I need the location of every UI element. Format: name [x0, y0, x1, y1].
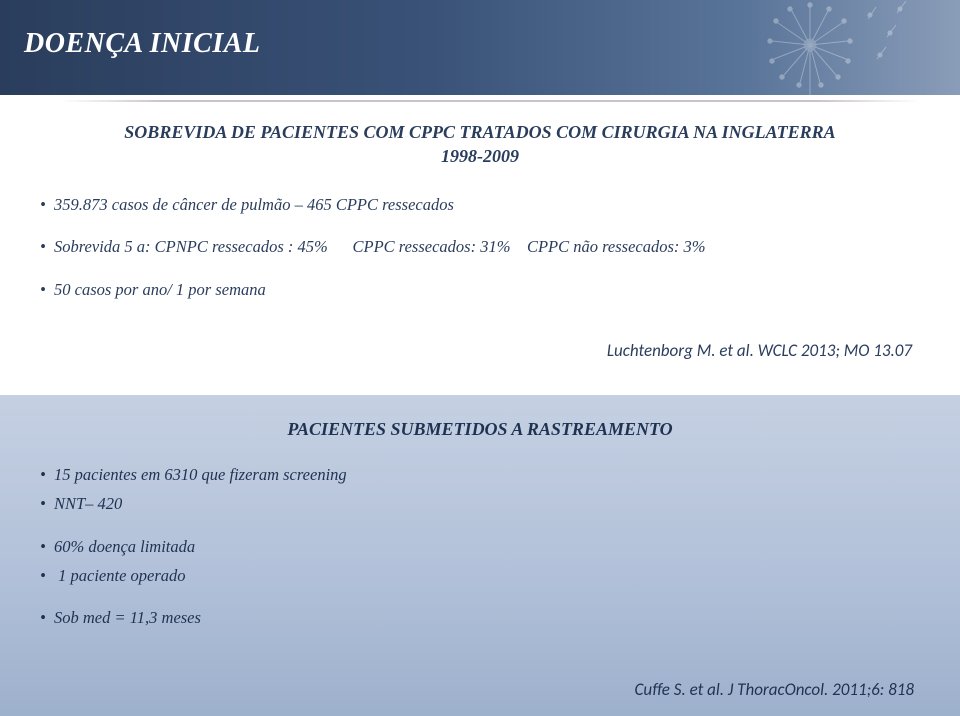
bullet-text: Sob med = 11,3 meses: [54, 608, 201, 627]
bullet-text: 359.873 casos de câncer de pulmão – 465 …: [54, 195, 454, 214]
header-band: DOENÇA INICIAL: [0, 0, 960, 95]
bottom-panel-title: PACIENTES SUBMETIDOS A RASTREAMENTO: [40, 417, 920, 441]
citation-top: Luchtenborg M. et al. WCLC 2013; MO 13.0…: [607, 340, 912, 361]
content-area: SOBREVIDA DE PACIENTES COM CPPC TRATADOS…: [0, 100, 960, 716]
title-line2: 1998-2009: [441, 146, 519, 166]
bullet-text: Sobrevida 5 a: CPNPC ressecados : 45% CP…: [54, 237, 706, 256]
bullet-item: •15 pacientes em 6310 que fizeram screen…: [40, 463, 920, 488]
bullet-text: NNT– 420: [54, 494, 122, 513]
bullet-text: 15 pacientes em 6310 que fizeram screeni…: [54, 465, 347, 484]
bullet-item: •50 casos por ano/ 1 por semana: [40, 278, 920, 303]
bullet-item: •Sob med = 11,3 meses: [40, 606, 920, 631]
title-line1: SOBREVIDA DE PACIENTES COM CPPC TRATADOS…: [124, 122, 835, 142]
bullet-item: • 1 paciente operado: [40, 564, 920, 589]
bullet-text: 50 casos por ano/ 1 por semana: [54, 280, 266, 299]
bullet-item: •NNT– 420: [40, 492, 920, 517]
bullet-item: •359.873 casos de câncer de pulmão – 465…: [40, 193, 920, 218]
section-title: DOENÇA INICIAL: [24, 28, 261, 60]
bullet-text: 1 paciente operado: [54, 566, 186, 585]
top-panel: SOBREVIDA DE PACIENTES COM CPPC TRATADOS…: [0, 100, 960, 375]
bullet-item: •60% doença limitada: [40, 535, 920, 560]
slide: DOENÇA INICIAL SOBREVIDA DE PACIENTES CO…: [0, 0, 960, 716]
bullet-text: 60% doença limitada: [54, 537, 195, 556]
bullet-item: •Sobrevida 5 a: CPNPC ressecados : 45% C…: [40, 235, 920, 260]
bottom-panel: PACIENTES SUBMETIDOS A RASTREAMENTO •15 …: [0, 395, 960, 716]
citation-bottom: Cuffe S. et al. J ThoracOncol. 2011;6: 8…: [635, 679, 914, 700]
top-panel-title: SOBREVIDA DE PACIENTES COM CPPC TRATADOS…: [40, 120, 920, 169]
